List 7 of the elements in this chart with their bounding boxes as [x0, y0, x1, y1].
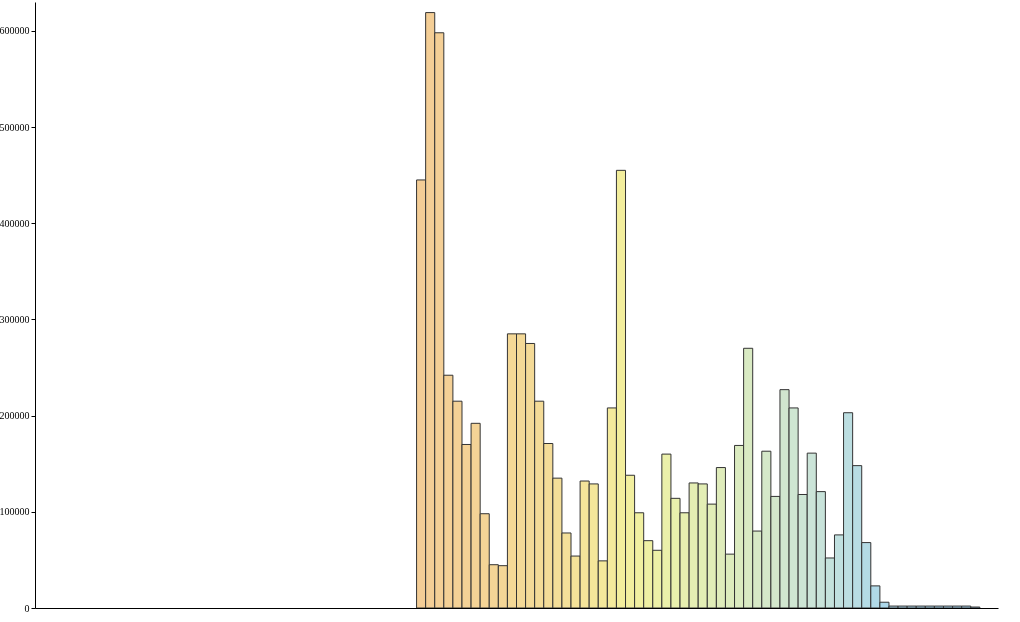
y-tick-label: 500000 — [0, 121, 30, 133]
y-tick-label: 100000 — [0, 506, 30, 518]
y-tick-label: 400000 — [0, 217, 30, 229]
y-tick-label: 300000 — [0, 313, 30, 325]
y-tick-label: 600000 — [0, 25, 30, 37]
y-tick-label: 200000 — [0, 410, 30, 422]
y-tick-label: 0 — [24, 602, 30, 614]
